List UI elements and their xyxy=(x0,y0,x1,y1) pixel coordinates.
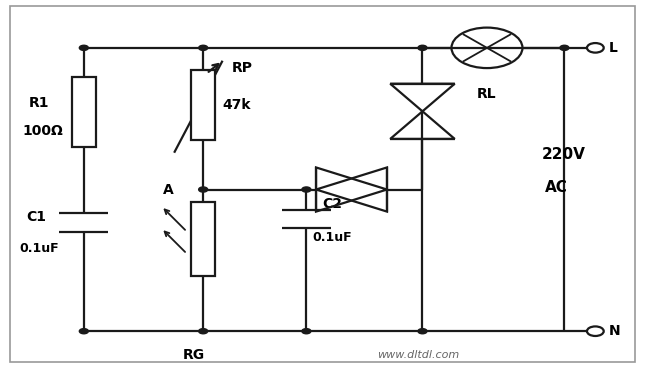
Text: RL: RL xyxy=(477,87,497,101)
Text: 0.1uF: 0.1uF xyxy=(19,242,59,255)
Circle shape xyxy=(302,187,311,192)
Text: L: L xyxy=(609,41,618,55)
Circle shape xyxy=(302,329,311,334)
Text: AC: AC xyxy=(545,180,568,195)
Text: RG: RG xyxy=(183,348,204,362)
Text: C2: C2 xyxy=(322,197,342,211)
Circle shape xyxy=(199,45,208,50)
Circle shape xyxy=(79,329,88,334)
Circle shape xyxy=(560,45,569,50)
Text: 47k: 47k xyxy=(223,98,251,112)
Circle shape xyxy=(199,187,208,192)
Text: C1: C1 xyxy=(26,210,46,224)
Text: 220V: 220V xyxy=(542,147,586,162)
Text: www.dltdl.com: www.dltdl.com xyxy=(377,350,460,360)
Text: 0.1uF: 0.1uF xyxy=(313,231,352,244)
Bar xyxy=(191,202,215,276)
Text: R1: R1 xyxy=(29,96,50,110)
Bar xyxy=(191,70,215,140)
Text: N: N xyxy=(609,324,620,338)
Text: RP: RP xyxy=(232,61,253,75)
Circle shape xyxy=(79,45,88,50)
Bar xyxy=(72,77,96,147)
Circle shape xyxy=(418,45,427,50)
Text: 100Ω: 100Ω xyxy=(23,124,63,138)
Circle shape xyxy=(418,329,427,334)
Circle shape xyxy=(199,329,208,334)
Text: A: A xyxy=(163,183,174,197)
